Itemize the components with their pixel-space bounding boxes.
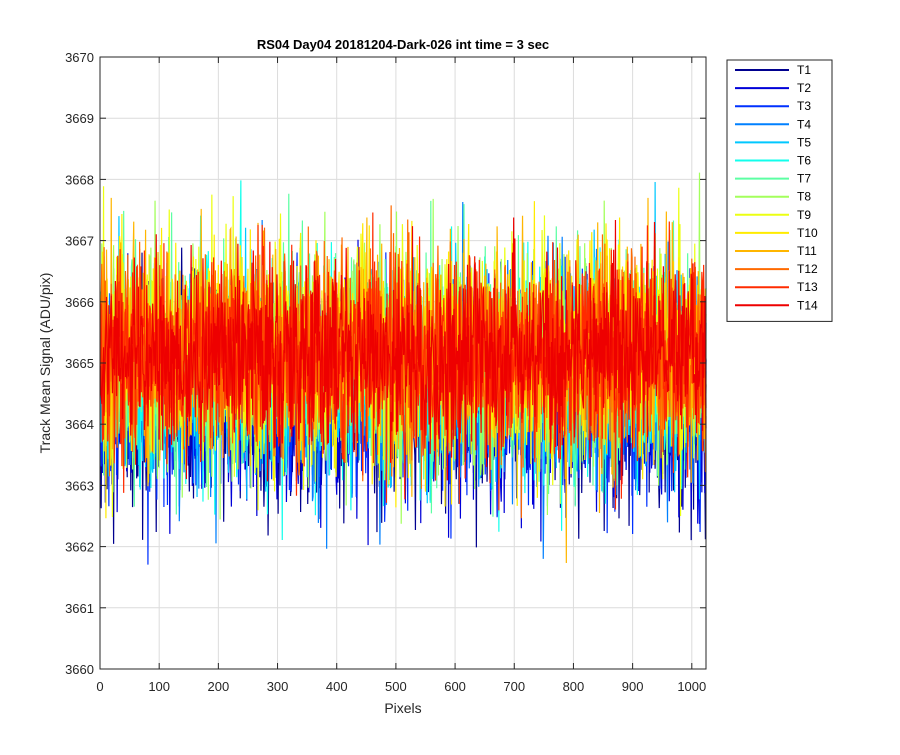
- x-tick-label: 700: [503, 679, 525, 694]
- chart-title: RS04 Day04 20181204-Dark-026 int time = …: [257, 37, 549, 52]
- ticks: 0 100 200 300 400 500 600 700 800 900 1000 3660 3661…: [65, 50, 706, 694]
- legend-label-t3: T3: [797, 99, 811, 113]
- y-axis-label: Track Mean Signal (ADU/pix): [37, 273, 53, 454]
- legend: T1 T2 T3 T4 T5 T6 T7 T8 T9 T10 T11 T12 T13 T14: [726, 59, 833, 322]
- legend-label-t7: T7: [797, 172, 811, 186]
- y-tick-label: 3665: [65, 356, 94, 371]
- y-tick-label: 3668: [65, 172, 94, 187]
- x-tick-label: 400: [326, 679, 348, 694]
- series-layer: [99, 172, 707, 565]
- legend-label-t6: T6: [797, 154, 811, 168]
- legend-label-t11: T11: [797, 244, 817, 258]
- x-axis-label: Pixels: [384, 700, 421, 716]
- y-tick-label: 3670: [65, 50, 94, 65]
- y-tick-label: 3662: [65, 540, 94, 555]
- legend-label-t4: T4: [797, 117, 811, 131]
- legend-label-t1: T1: [797, 63, 811, 77]
- legend-label-t14: T14: [797, 298, 818, 312]
- x-tick-label: 0: [96, 679, 103, 694]
- y-tick-label: 3666: [65, 295, 94, 310]
- legend-label-t10: T10: [797, 226, 818, 240]
- x-tick-label: 1000: [677, 679, 706, 694]
- legend-box: [726, 59, 833, 322]
- y-tick-label: 3660: [65, 662, 94, 677]
- x-tick-label: 600: [444, 679, 466, 694]
- legend-label-t13: T13: [797, 280, 818, 294]
- y-tick-label: 3667: [65, 234, 94, 249]
- series-line-t14: [99, 217, 707, 485]
- x-tick-label: 500: [385, 679, 407, 694]
- legend-label-t12: T12: [797, 262, 818, 276]
- y-tick-label: 3664: [65, 417, 94, 432]
- x-tick-label: 800: [563, 679, 585, 694]
- x-tick-label: 900: [622, 679, 644, 694]
- y-tick-label: 3669: [65, 111, 94, 126]
- x-tick-label: 200: [208, 679, 230, 694]
- y-tick-label: 3663: [65, 478, 94, 493]
- legend-label-t2: T2: [797, 81, 811, 95]
- legend-label-t8: T8: [797, 190, 811, 204]
- x-tick-label: 100: [148, 679, 170, 694]
- x-tick-label: 300: [267, 679, 289, 694]
- legend-label-t9: T9: [797, 208, 811, 222]
- y-tick-label: 3661: [65, 601, 94, 616]
- legend-label-t5: T5: [797, 135, 811, 149]
